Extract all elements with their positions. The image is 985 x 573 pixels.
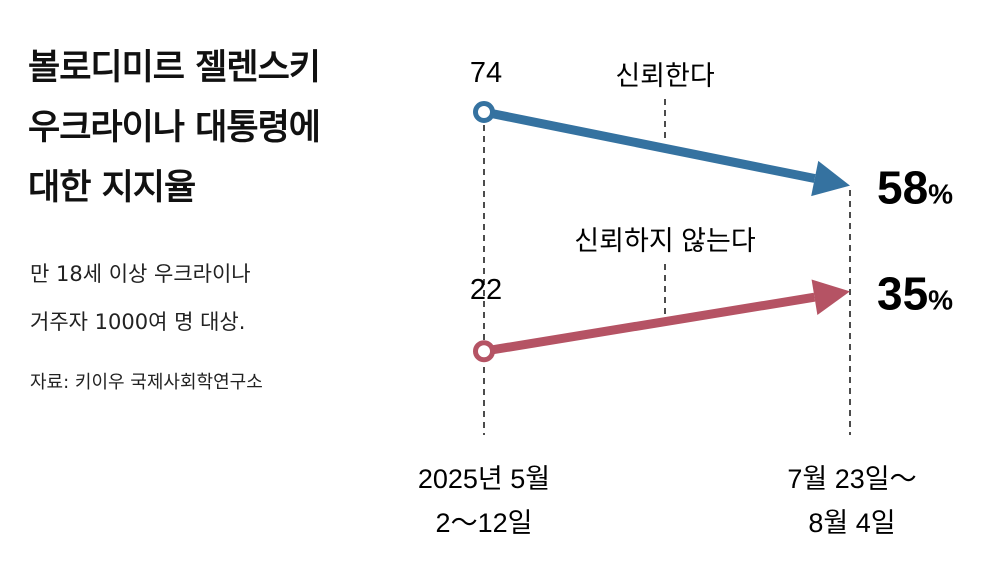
series-line	[483, 292, 816, 356]
title-line: 볼로디미르 젤렌스키	[28, 48, 321, 88]
series-line	[483, 107, 816, 183]
arrow-head	[811, 160, 850, 197]
end-value-label: 35%	[877, 267, 953, 319]
x-tick-label: 8월 4일	[808, 508, 895, 538]
subtitle-line: 만 18세 이상 우크라이나	[30, 262, 251, 286]
title-line: 대한 지지율	[28, 168, 196, 208]
x-tick-label: 7월 23일～	[787, 464, 916, 494]
start-value-label: 22	[470, 274, 502, 306]
subtitle-line: 거주자 1000여 명 대상.	[30, 310, 246, 334]
title-line: 우크라이나 대통령에	[28, 108, 321, 148]
end-value-unit: %	[928, 284, 953, 315]
series-label: 신뢰한다	[615, 61, 715, 91]
source-note: 자료: 키이우 국제사회학연구소	[30, 372, 263, 393]
start-point	[473, 340, 495, 363]
start-value-label: 74	[470, 57, 502, 89]
x-tick-label: 2～12일	[436, 508, 533, 538]
end-value-label: 58%	[877, 162, 953, 214]
arrow-head	[811, 279, 850, 315]
chart-subtitle: 만 18세 이상 우크라이나 거주자 1000여 명 대상.	[30, 250, 251, 346]
start-point	[473, 101, 495, 123]
series-label: 신뢰하지 않는다	[574, 226, 756, 256]
chart-title: 볼로디미르 젤렌스키 우크라이나 대통령에 대한 지지율	[28, 38, 321, 218]
x-tick-label: 2025년 5월	[418, 464, 550, 494]
end-value-unit: %	[928, 179, 953, 210]
